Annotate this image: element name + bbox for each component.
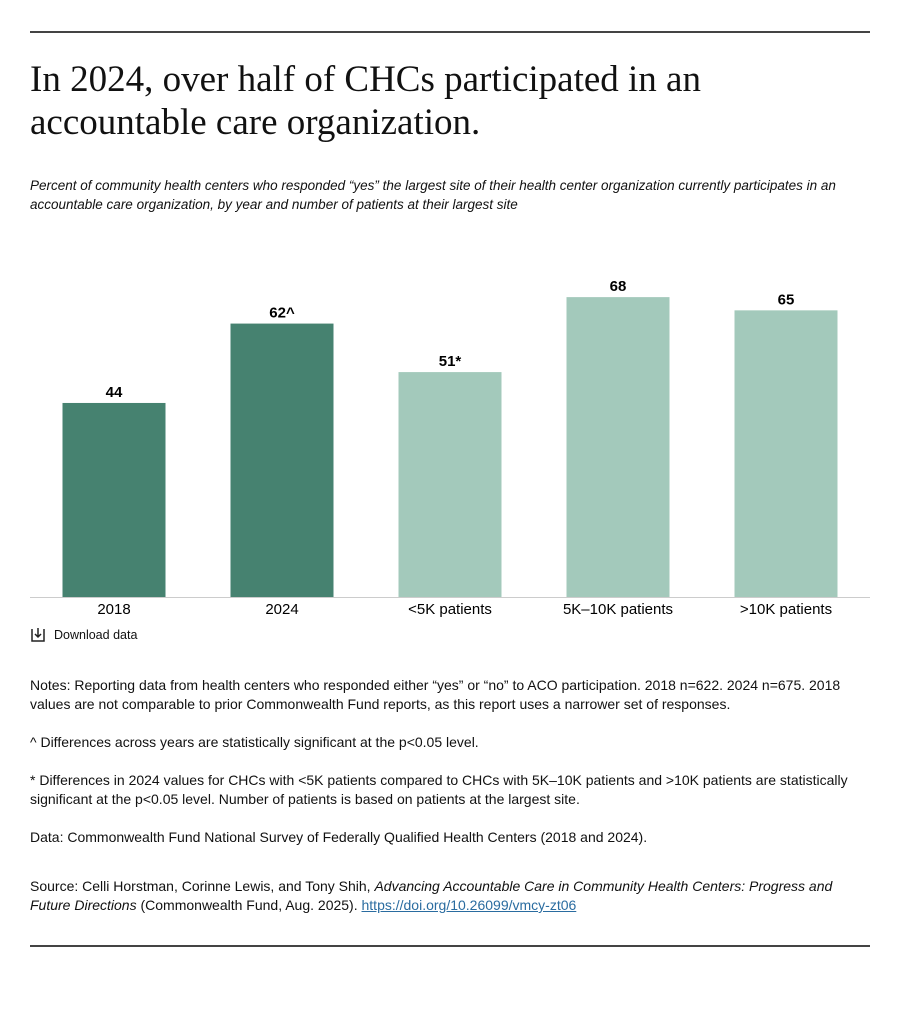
download-button[interactable]: Download data (30, 627, 137, 643)
x-tick-label: 5K–10K patients (563, 601, 673, 618)
bar (62, 402, 166, 597)
note: Notes: Reporting data from health center… (30, 677, 841, 712)
value-label: 65 (778, 291, 795, 308)
value-label: 44 (106, 384, 123, 401)
note: Data: Commonwealth Fund National Survey … (30, 829, 648, 845)
source: Source: Celli Horstman, Corinne Lewis, a… (30, 877, 875, 915)
chart-title: In 2024, over half of CHCs participated … (30, 59, 701, 143)
bar (734, 310, 838, 597)
source-text: Source: Celli Horstman, Corinne Lewis, a… (30, 878, 375, 894)
top-rule (30, 31, 870, 33)
chart-subtitle: Percent of community health centers who … (30, 178, 836, 212)
chart: 2018 44 2024 62^ <5K patients 51* 5K–10K patie… (30, 278, 870, 618)
bar (398, 372, 502, 597)
source-text: (Commonwealth Fund, Aug. 2025). (136, 897, 362, 913)
bar (566, 297, 670, 597)
x-tick-label: 2018 (97, 601, 130, 618)
value-label: 68 (610, 278, 627, 295)
bottom-rule (30, 945, 870, 947)
value-label: 51* (439, 353, 462, 370)
value-label: 62^ (269, 305, 295, 322)
source-link[interactable]: https://doi.org/10.26099/vmcy-zt06 (361, 897, 577, 913)
source-title: Advancing Accountable Care in Community … (30, 878, 833, 913)
x-tick-label: <5K patients (408, 601, 492, 618)
x-tick-label: 2024 (265, 601, 298, 618)
download-label: Download data (54, 628, 138, 642)
download-icon (31, 628, 45, 642)
notes: Notes: Reporting data from health center… (30, 676, 875, 866)
note: ^ Differences across years are statistic… (30, 734, 479, 750)
x-tick-label: >10K patients (740, 601, 832, 618)
bar (230, 323, 334, 597)
note: * Differences in 2024 values for CHCs wi… (30, 772, 848, 807)
